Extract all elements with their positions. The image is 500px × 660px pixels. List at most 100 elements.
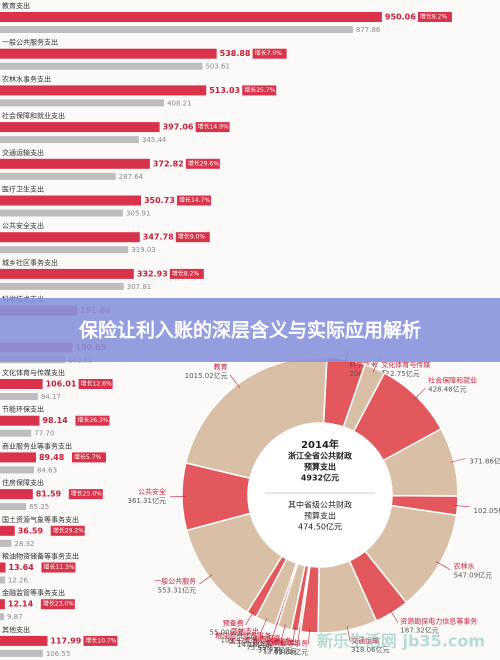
leader-line [245,611,254,626]
bar-value-label: 12.14 [8,600,34,609]
bar-category-label: 社会保障和就业支出 [2,111,65,120]
bar-previous [0,209,123,217]
growth-badge [50,525,85,536]
bar-previous [0,613,4,621]
leader-line [346,626,351,642]
bar-value-label: 106.01 [46,380,77,389]
donut-value-label: 187.32亿元 [400,625,439,634]
bar-current [0,489,33,500]
bar-category-label: 国土资源气象等事务支出 [2,515,79,524]
bar-current [0,158,150,169]
bar-previous [0,429,32,437]
bar-value-label: 98.14 [42,416,68,425]
donut-value-label: 55.00亿元 [210,628,244,637]
bar-previous [0,62,203,70]
bar-value-label: 81.59 [36,490,62,499]
bar-current [0,12,382,22]
donut-value-label: 102.05亿元 [474,506,500,515]
donut-category-label: 一般公共服务 [154,577,196,586]
donut-value-label: 12.63亿元 [263,646,297,655]
growth-label: 增长23.0% [43,600,74,608]
donut-value-label: 1015.02亿元 [185,371,228,380]
bar-current [0,195,141,206]
donut-center-title: 预算支出 [304,462,336,472]
donut-value-label: 112.75亿元 [381,369,420,378]
growth-badge [40,599,75,610]
bar-previous-label: 287.64 [119,173,144,181]
bar-value-label: 36.59 [18,526,44,535]
donut-center-subtitle: 474.50亿元 [298,522,342,532]
donut-category-label: 住房保障 [252,634,280,643]
growth-label: 增长25.7% [244,86,275,94]
leader-line [280,624,286,640]
donut-category-label: 商业服务业等事务 [252,639,308,648]
watermark: 新乐生活网 jb35.com [317,632,485,651]
bar-value-label: 397.06 [163,123,194,132]
donut-value-label: 37.73亿元 [258,645,292,654]
growth-label: 增长11.3% [43,563,74,571]
donut-value-label: 75.53亿元 [246,643,280,652]
bar-current [0,635,48,646]
growth-label: 增长29.2% [53,526,84,534]
leader-line [413,387,426,400]
leader-line [272,621,278,638]
bar-previous-label: 77.70 [34,430,54,438]
bar-category-label: 其他支出 [2,625,30,634]
bar-previous-label: 503.61 [205,63,230,71]
bar-previous-label: 345.44 [142,136,167,144]
donut-category-label: 公共安全 [138,487,166,496]
leader-line [229,374,240,388]
donut-category-label: 其他支出 [231,626,259,635]
bar-category-label: 农林水事务支出 [2,74,51,83]
bar-category-label: 文化体育与传媒支出 [2,368,65,377]
donut-category-label: 社会保障和就业 [428,375,477,384]
growth-label: 增长9.0% [178,233,206,241]
banner-title: 保险让利入账的深层含义与实际应用解析 [78,319,421,342]
growth-label: 增长8.2% [172,269,200,277]
growth-label: 增长29.6% [188,159,219,167]
donut-category-label: 资源勘探电力信息等事务 [400,616,477,625]
bar-previous [0,576,5,584]
bar-category-label: 城乡社区事务支出 [2,258,58,267]
bar-value-label: 513.03 [209,86,240,95]
leader-line [308,628,310,645]
bar-category-label: 节能环保支出 [2,405,44,414]
bar-previous [0,246,129,254]
leader-line [199,574,213,585]
bar-value-label: 350.73 [144,196,175,205]
bar-previous [0,282,124,290]
growth-badge [175,232,210,243]
bar-previous-label: 408.21 [167,99,192,107]
growth-badge [71,452,106,463]
bar-value-label: 332.93 [137,269,168,278]
bar-previous [0,503,27,511]
bar-value-label: 13.64 [8,563,34,572]
growth-badge [75,415,110,426]
growth-badge [252,48,287,59]
bar-category-label: 公共安全支出 [2,221,44,230]
leader-line [297,627,301,644]
growth-badge [83,635,118,646]
growth-label: 增长10.7% [85,636,116,644]
growth-badge [417,12,452,22]
donut-center-title: 4932亿元 [301,473,339,483]
bar-current [0,232,140,243]
growth-label: 增长8.2% [420,13,448,21]
donut-value-label: 93.08亿元 [274,648,308,657]
donut-center-subtitle: 其中省级公共财政 [288,500,352,510]
donut-hole [249,424,391,566]
bar-category-label: 粮油物资储备等事务支出 [2,552,79,561]
bar-previous [0,393,38,400]
bar-category-label: 医疗卫生支出 [2,185,44,194]
donut-category-label: 交通运输 [351,636,379,645]
donut-category-label: 国土海洋气象等事务 [229,636,292,645]
bar-previous-label: 12.26 [8,577,29,585]
growth-badge [169,268,204,279]
bar-current [0,268,134,279]
donut-category-label: 农林水 [454,562,475,571]
donut-value-label: 428.48亿元 [428,384,467,393]
bar-value-label: 372.82 [153,159,184,168]
bar-previous [0,649,43,657]
donut-category-label: 科学技术 [349,360,377,369]
donut-value-label: 14.18亿元 [237,640,271,649]
